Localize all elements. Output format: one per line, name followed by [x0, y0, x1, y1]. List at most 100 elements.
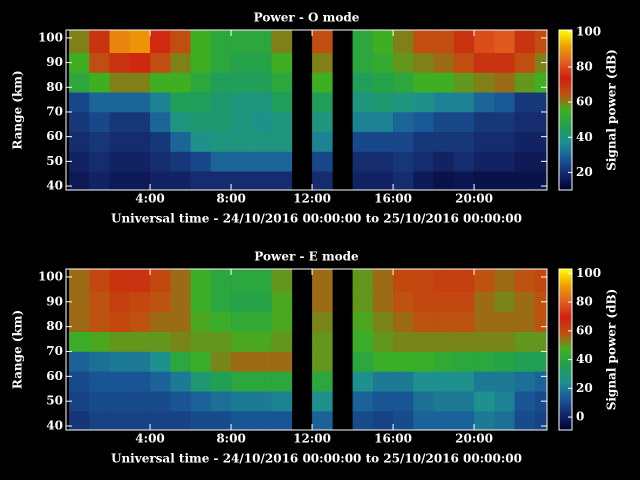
heatmap-cell [190, 72, 212, 93]
x-tick-label: 16:00 [374, 432, 412, 446]
x-tick-label: 4:00 [135, 432, 164, 446]
heatmap-cell [69, 131, 90, 152]
heatmap-cell [190, 151, 212, 172]
heatmap-cell [393, 30, 414, 54]
heatmap-cell [129, 72, 151, 93]
heatmap-cell [231, 291, 252, 313]
heatmap-cell [494, 351, 515, 372]
heatmap-cell [69, 171, 90, 190]
heatmap-cell [352, 331, 374, 352]
heatmap-cell [534, 92, 547, 113]
heatmap-cell [170, 411, 191, 430]
heatmap-cell [89, 371, 110, 392]
heatmap-cell [514, 331, 536, 352]
heatmap-cell [150, 72, 171, 93]
heatmap-cell [534, 311, 547, 332]
heatmap-cell [352, 151, 374, 172]
heatmap-cell [170, 269, 191, 293]
heatmap-cell [433, 92, 455, 113]
heatmap-cell [494, 269, 515, 293]
heatmap-cell [190, 411, 212, 430]
heatmap-cell [109, 371, 131, 392]
heatmap-cell [352, 351, 374, 372]
heatmap-cell [150, 311, 171, 332]
heatmap-cell [89, 311, 110, 332]
heatmap-cell [210, 151, 232, 172]
heatmap-cell [393, 311, 414, 332]
heatmap-cell [271, 151, 293, 172]
heatmap-cell [352, 111, 374, 133]
x-tick-label: 8:00 [216, 192, 245, 206]
heatmap-cell [413, 131, 434, 152]
heatmap-cell [534, 411, 547, 430]
heatmap-cell [231, 30, 252, 54]
heatmap-cell [109, 311, 131, 332]
heatmap-cell [393, 331, 414, 352]
colorbar [558, 29, 573, 191]
heatmap-cell [514, 52, 536, 73]
heatmap-cell [271, 391, 293, 412]
heatmap-cell [312, 171, 333, 190]
heatmap-cell [453, 269, 475, 293]
heatmap-cell [109, 269, 131, 293]
heatmap-cell [372, 72, 394, 93]
heatmap-cell [413, 52, 434, 73]
heatmap-cell [129, 269, 151, 293]
heatmap-cell [474, 52, 495, 73]
heatmap-cell [514, 151, 536, 172]
colorbar-label: Signal power (dB) [605, 49, 619, 171]
heatmap-cell [251, 92, 272, 113]
heatmap-cell [170, 92, 191, 113]
heatmap-cell [312, 151, 333, 172]
heatmap-cell [372, 131, 394, 152]
heatmap-cell [453, 72, 475, 93]
heatmap-cell [433, 30, 455, 54]
y-tick-label: 90 [46, 294, 63, 308]
heatmap-cell [271, 331, 293, 352]
colorbar-tick-label: 80 [576, 59, 593, 73]
heatmap-cell [150, 269, 171, 293]
heatmap-cell [150, 411, 171, 430]
heatmap-cell [89, 92, 110, 113]
heatmap-cell [89, 291, 110, 313]
heatmap-cell [413, 311, 434, 332]
heatmap-cell [312, 331, 333, 352]
heatmap-cell [231, 391, 252, 412]
colorbar-tick-label: 80 [576, 295, 593, 309]
heatmap-cell [534, 111, 547, 133]
colorbar-tick-label: 40 [576, 352, 593, 366]
heatmap-cell [534, 151, 547, 172]
heatmap-cell [352, 72, 374, 93]
y-axis-label: Range (km) [11, 310, 25, 389]
heatmap-cell [190, 311, 212, 332]
heatmap-cell [210, 52, 232, 73]
heatmap-cell [494, 111, 515, 133]
x-axis-label: Universal time - 24/10/2016 00:00:00 to … [111, 212, 522, 226]
x-tick-label: 8:00 [216, 432, 245, 446]
heatmap-cell [271, 52, 293, 73]
heatmap-cell [413, 331, 434, 352]
heatmap-cell [312, 111, 333, 133]
heatmap-cell [413, 92, 434, 113]
heatmap-cell [251, 52, 272, 73]
heatmap-cell [352, 269, 374, 293]
y-tick-label: 60 [46, 129, 63, 143]
heatmap-cell [89, 151, 110, 172]
heatmap-cell [514, 411, 536, 430]
heatmap-cell [393, 72, 414, 93]
heatmap-cells [69, 30, 547, 190]
heatmap-cell [393, 391, 414, 412]
heatmap-cell [170, 351, 191, 372]
heatmap-cell [109, 351, 131, 372]
heatmap-cell [413, 411, 434, 430]
heatmap-cell [514, 131, 536, 152]
y-tick-label: 40 [46, 419, 63, 433]
heatmap-cell [413, 72, 434, 93]
heatmap-cell [433, 331, 455, 352]
heatmap-cell [89, 72, 110, 93]
heatmap-cell [150, 111, 171, 133]
heatmap-cell [89, 111, 110, 133]
heatmap-cell [372, 171, 394, 190]
heatmap-cell [251, 291, 272, 313]
